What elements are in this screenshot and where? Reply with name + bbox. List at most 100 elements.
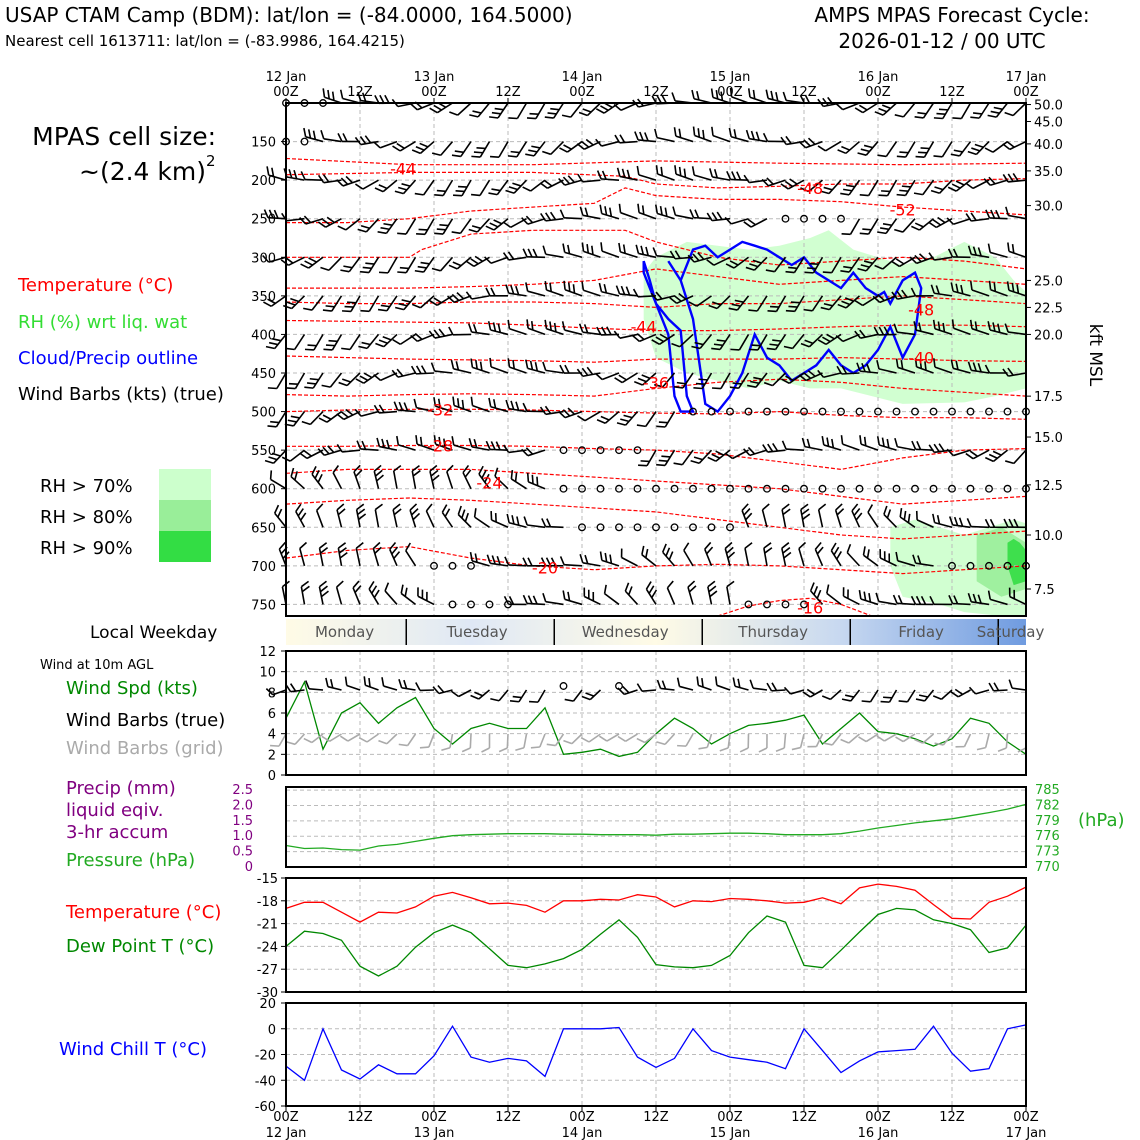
wind-barb bbox=[468, 218, 491, 233]
wind-barb bbox=[441, 504, 454, 528]
temperature-label: -28 bbox=[427, 437, 453, 456]
wind-barb bbox=[317, 216, 342, 228]
wind-barb-true bbox=[821, 689, 842, 701]
calm-circle bbox=[670, 484, 679, 493]
wind-barb-true bbox=[696, 676, 712, 691]
wind-barb bbox=[728, 127, 749, 143]
wind-barb bbox=[290, 467, 306, 490]
wind-barb bbox=[405, 542, 417, 567]
wind-barb bbox=[950, 359, 971, 374]
temperature-label: -48 bbox=[908, 301, 934, 320]
wind-barb bbox=[354, 408, 379, 417]
wind-barb bbox=[576, 366, 601, 378]
cell-size-line2: ~(2.4 km) bbox=[79, 157, 206, 186]
wind-barb bbox=[858, 590, 879, 606]
temperature-line bbox=[285, 883, 1027, 923]
calm-circle bbox=[892, 407, 901, 416]
wind-barb bbox=[761, 177, 786, 187]
wind-barb bbox=[452, 396, 472, 413]
wind-barb bbox=[781, 372, 805, 385]
chill-tick-label: -60 bbox=[255, 1100, 276, 1115]
calm-circle bbox=[800, 484, 808, 493]
wind-barb bbox=[489, 102, 509, 119]
wind-barb bbox=[911, 218, 935, 231]
wind-barb bbox=[449, 102, 472, 116]
calm-circle bbox=[485, 600, 494, 609]
wind-barb bbox=[471, 179, 491, 197]
wind-barb bbox=[416, 218, 435, 236]
wind-barb-true bbox=[766, 682, 786, 692]
wind-barb-grid bbox=[530, 733, 546, 749]
wind-barb bbox=[373, 464, 384, 489]
wind-barb bbox=[801, 437, 823, 451]
calm-circle bbox=[559, 484, 568, 493]
pressure-tick-label: 150 bbox=[251, 136, 276, 151]
wind-barb-grid bbox=[339, 733, 361, 742]
wind-barb bbox=[706, 256, 731, 266]
legend-temp-series: Temperature (°C) bbox=[65, 902, 221, 923]
calm-circle bbox=[800, 214, 808, 223]
calm-circle bbox=[855, 484, 864, 493]
wind-barb bbox=[1006, 281, 1027, 297]
temperature-label: -44 bbox=[390, 160, 416, 179]
calm-circle bbox=[670, 523, 679, 532]
wind-barb bbox=[318, 542, 329, 567]
wind-barb bbox=[894, 218, 916, 233]
calm-circle bbox=[818, 407, 827, 416]
wind-barb bbox=[485, 218, 509, 231]
wind-barb bbox=[915, 510, 934, 529]
calm-circle bbox=[966, 407, 975, 416]
bottom-tick-hour: 12Z bbox=[939, 1110, 965, 1125]
legend-wind-speed: Wind Spd (kts) bbox=[66, 678, 198, 699]
wind-barb bbox=[967, 141, 990, 156]
calm-circle bbox=[781, 600, 790, 609]
wind-barb bbox=[842, 587, 860, 606]
wind-barb bbox=[521, 215, 546, 225]
wind-barb bbox=[798, 370, 823, 382]
weekday-name: Saturday bbox=[977, 623, 1045, 641]
wind-barb bbox=[763, 372, 787, 387]
cross-section-axis: 1502002503003504004505005506006507007505… bbox=[251, 99, 1063, 614]
wind-barb bbox=[913, 321, 934, 336]
pressure-tick-label: 650 bbox=[251, 521, 276, 536]
wind-barb bbox=[744, 542, 753, 567]
wind-barb bbox=[478, 465, 491, 490]
wind-barb bbox=[523, 516, 546, 529]
wind-barb bbox=[690, 449, 713, 465]
cloud-outline bbox=[642, 260, 695, 413]
wind-barb bbox=[262, 254, 287, 263]
wind-barb-true bbox=[265, 688, 287, 696]
wind-barb-true bbox=[898, 689, 916, 703]
wind-barb bbox=[987, 102, 1009, 118]
wind-barb-grid bbox=[461, 733, 472, 753]
wind-barb bbox=[505, 179, 528, 194]
pressure-tick-label: 450 bbox=[251, 367, 276, 382]
temperature-label: -40 bbox=[908, 349, 934, 368]
wind-barb bbox=[494, 467, 509, 490]
wind-barb bbox=[728, 295, 750, 311]
calm-circle bbox=[578, 446, 586, 455]
wind-barb bbox=[817, 369, 842, 379]
rh-shading bbox=[643, 230, 1026, 616]
weekday-name: Thursday bbox=[737, 623, 808, 641]
wind-barb-grid bbox=[358, 733, 379, 743]
weekday-bar: Monday Tuesday Wednesday Thursday Friday Satu… bbox=[286, 619, 1044, 645]
pressure-tick-label: 600 bbox=[251, 483, 276, 498]
wind-barb bbox=[985, 209, 1008, 220]
wind-barb bbox=[397, 256, 417, 274]
wind-barb-true bbox=[363, 676, 379, 691]
wind-barb bbox=[581, 281, 601, 297]
wind-barb bbox=[820, 179, 842, 195]
calm-circle bbox=[633, 523, 642, 532]
wind-barb bbox=[984, 140, 1008, 153]
wind-barb bbox=[410, 365, 435, 375]
chill-tick-label: 20 bbox=[259, 997, 276, 1012]
kft-tick-label: 50.0 bbox=[1034, 99, 1063, 114]
calm-circle bbox=[578, 484, 586, 493]
wind-barb-grid bbox=[807, 733, 824, 748]
wind-barb bbox=[899, 508, 916, 528]
calm-circle bbox=[707, 484, 716, 493]
page-subtitle: Nearest cell 1613711: lat/lon = (-83.998… bbox=[5, 32, 405, 50]
top-tick-hour: 12Z bbox=[939, 85, 965, 100]
